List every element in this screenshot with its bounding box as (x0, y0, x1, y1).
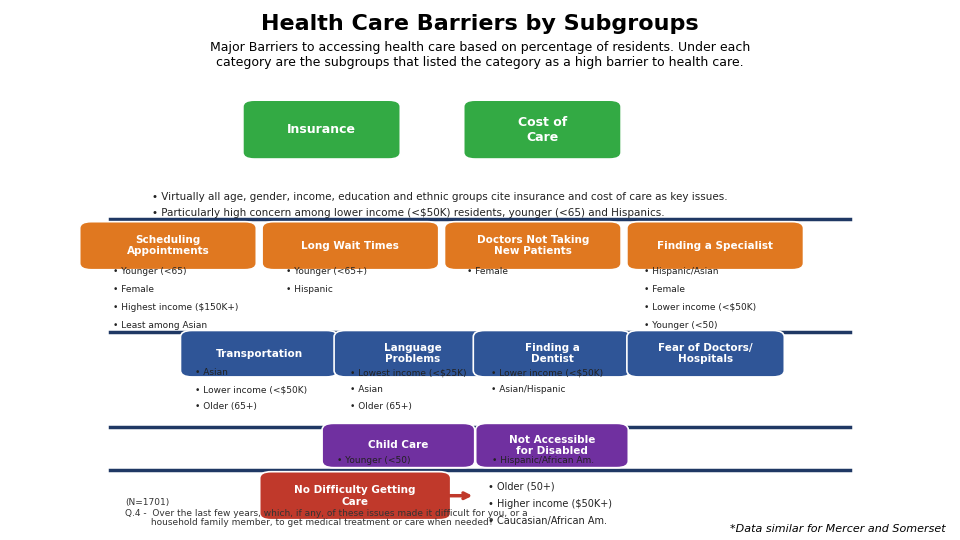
FancyBboxPatch shape (444, 221, 621, 269)
FancyBboxPatch shape (262, 221, 439, 269)
Text: • Asian/Hispanic: • Asian/Hispanic (491, 385, 565, 394)
Text: • Hispanic/African Am.: • Hispanic/African Am. (337, 472, 439, 482)
Text: • Older (50+): • Older (50+) (488, 482, 554, 492)
Text: Health Care Barriers by Subgroups: Health Care Barriers by Subgroups (261, 14, 699, 33)
Text: • Least among Asian: • Least among Asian (113, 321, 207, 330)
Text: No Difficulty Getting
Care: No Difficulty Getting Care (295, 485, 416, 507)
Text: • Lower income (<$50K): • Lower income (<$50K) (644, 303, 756, 312)
Text: Transportation: Transportation (216, 349, 302, 359)
FancyBboxPatch shape (627, 221, 804, 269)
Text: • Asian: • Asian (350, 385, 383, 394)
Text: • Hispanic/African Am.: • Hispanic/African Am. (492, 456, 594, 465)
Text: • Female: • Female (644, 285, 685, 294)
Text: Doctors Not Taking
New Patients: Doctors Not Taking New Patients (476, 235, 589, 256)
FancyBboxPatch shape (259, 472, 450, 519)
FancyBboxPatch shape (473, 330, 631, 377)
Text: (N=1701): (N=1701) (125, 498, 169, 507)
Text: Child Care: Child Care (369, 441, 428, 450)
Text: • Highest income ($150K+): • Highest income ($150K+) (113, 303, 239, 312)
Text: • Lower income (<$50K): • Lower income (<$50K) (491, 368, 603, 377)
Text: household family member, to get medical treatment or care when needed?: household family member, to get medical … (125, 518, 493, 528)
FancyBboxPatch shape (627, 330, 784, 377)
Text: • Female: • Female (467, 267, 508, 276)
FancyBboxPatch shape (334, 330, 492, 377)
Text: • Particularly high concern among lower income (<$50K) residents, younger (<65) : • Particularly high concern among lower … (152, 208, 664, 218)
Text: • Older (65+): • Older (65+) (195, 402, 256, 411)
Text: Finding a Specialist: Finding a Specialist (658, 241, 773, 251)
Text: • Younger (<50): • Younger (<50) (644, 321, 718, 330)
Text: • Lower income (<$50K): • Lower income (<$50K) (195, 385, 307, 394)
Text: Finding a
Dentist: Finding a Dentist (524, 343, 580, 364)
Text: Not Accessible
for Disabled: Not Accessible for Disabled (509, 435, 595, 456)
Text: Long Wait Times: Long Wait Times (301, 241, 399, 251)
Text: *Data similar for Mercer and Somerset: *Data similar for Mercer and Somerset (730, 523, 946, 534)
Text: • Younger (<65+): • Younger (<65+) (286, 267, 367, 276)
Text: • Lower income (<$50K): • Lower income (<$50K) (337, 489, 449, 498)
FancyBboxPatch shape (180, 330, 338, 377)
Text: • Female: • Female (113, 285, 155, 294)
Text: Fear of Doctors/
Hospitals: Fear of Doctors/ Hospitals (659, 343, 753, 364)
Text: Scheduling
Appointments: Scheduling Appointments (127, 235, 209, 256)
FancyBboxPatch shape (243, 100, 400, 159)
Text: Insurance: Insurance (287, 123, 356, 136)
FancyBboxPatch shape (464, 100, 621, 159)
Text: • Higher income ($50K+): • Higher income ($50K+) (488, 499, 612, 509)
Text: Language
Problems: Language Problems (384, 343, 442, 364)
Text: category are the subgroups that listed the category as a high barrier to health : category are the subgroups that listed t… (216, 56, 744, 69)
Text: • Younger (<65): • Younger (<65) (113, 267, 187, 276)
Text: • Older (65+): • Older (65+) (350, 402, 412, 411)
Text: • Younger (<50): • Younger (<50) (337, 456, 411, 465)
Text: Cost of
Care: Cost of Care (517, 116, 567, 144)
Text: • Caucasian/African Am.: • Caucasian/African Am. (488, 516, 607, 526)
Text: • Hispanic: • Hispanic (286, 285, 333, 294)
Text: Major Barriers to accessing health care based on percentage of residents. Under : Major Barriers to accessing health care … (210, 40, 750, 53)
Text: • Lowest income (<$25K): • Lowest income (<$25K) (350, 368, 467, 377)
FancyBboxPatch shape (80, 221, 256, 269)
FancyBboxPatch shape (475, 423, 628, 468)
Text: Q.4 -  Over the last few years, which, if any, of these issues made it difficult: Q.4 - Over the last few years, which, if… (125, 509, 527, 518)
Text: • Asian: • Asian (195, 368, 228, 377)
Text: • Hispanic/Asian: • Hispanic/Asian (644, 267, 719, 276)
FancyBboxPatch shape (322, 423, 474, 468)
Text: • Virtually all age, gender, income, education and ethnic groups cite insurance : • Virtually all age, gender, income, edu… (152, 192, 728, 202)
